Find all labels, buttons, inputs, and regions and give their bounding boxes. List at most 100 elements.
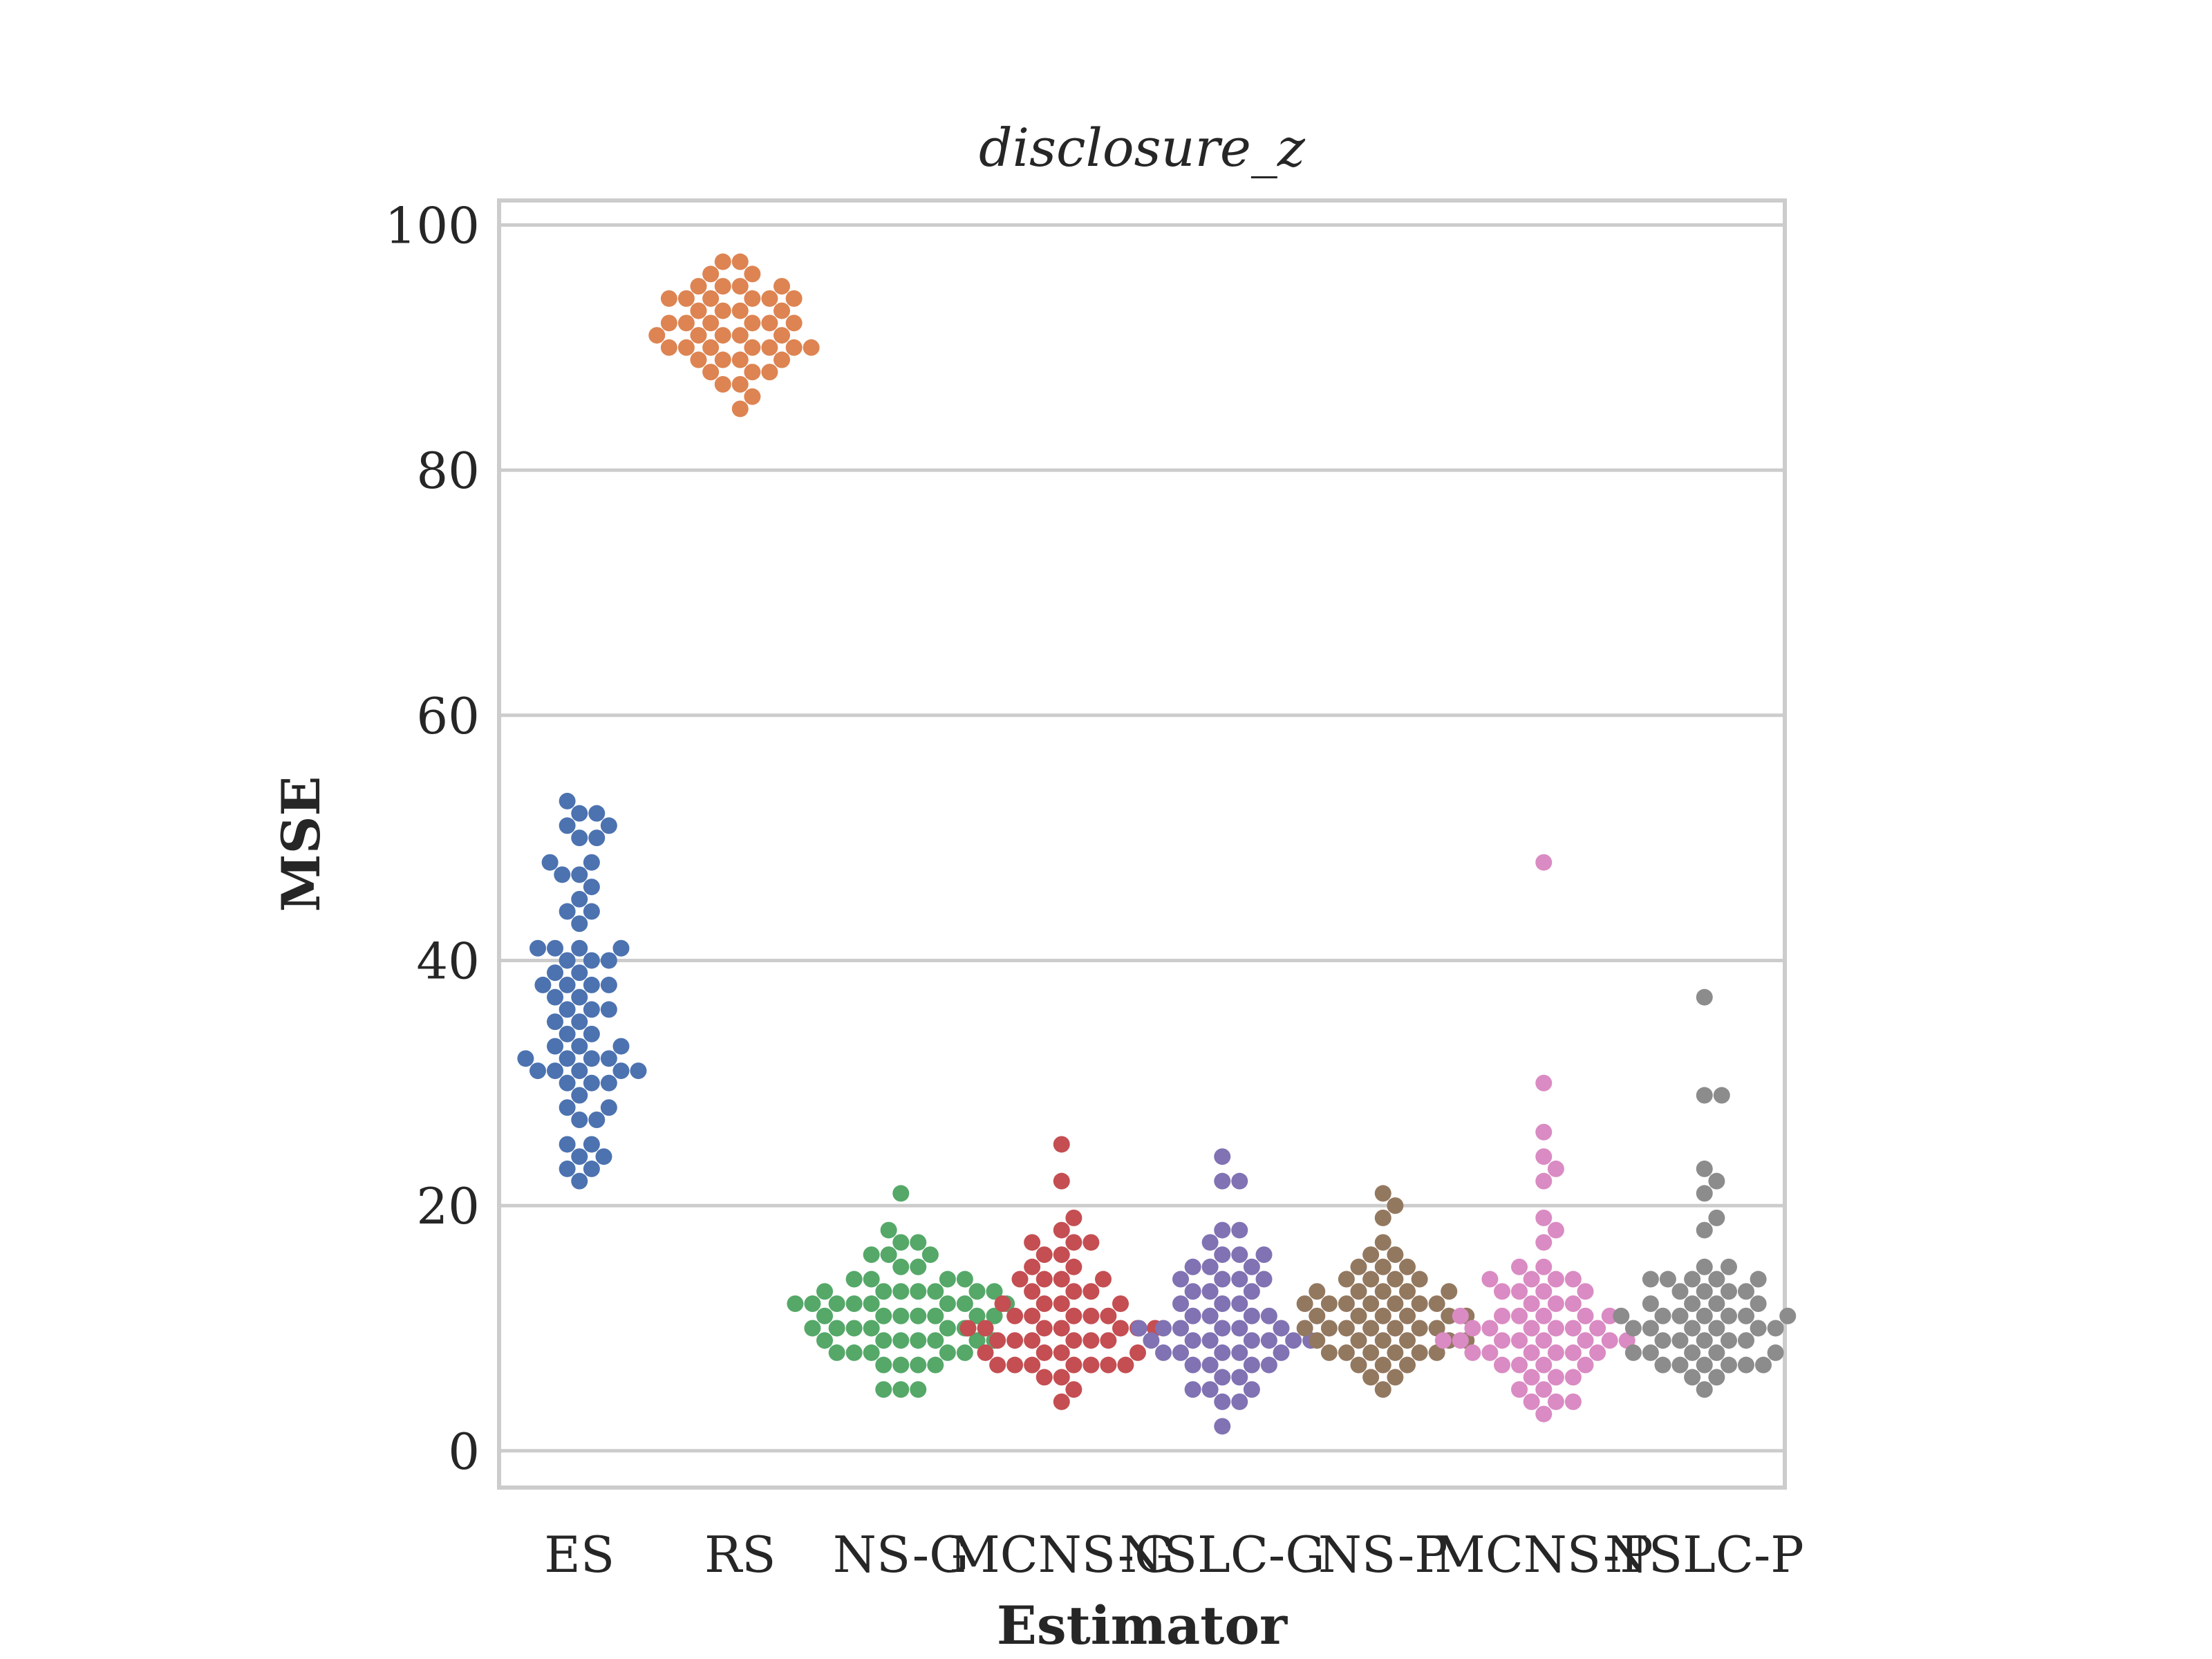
- point-ns-g: [968, 1307, 986, 1324]
- point-ns-p: [1387, 1320, 1404, 1337]
- point-mcns-p: [1564, 1271, 1582, 1288]
- point-ns-p: [1387, 1271, 1404, 1288]
- point-ns-p: [1387, 1246, 1404, 1264]
- point-nslc-p: [1654, 1356, 1671, 1374]
- point-nslc-g: [1214, 1221, 1231, 1239]
- point-ns-g: [892, 1381, 910, 1398]
- point-mcns-g: [1024, 1234, 1041, 1251]
- point-nslc-p: [1684, 1295, 1701, 1312]
- point-nslc-g: [1155, 1320, 1172, 1337]
- point-ns-g: [787, 1295, 804, 1312]
- point-nslc-g: [1214, 1148, 1231, 1165]
- point-nslc-p: [1708, 1172, 1725, 1190]
- point-mcns-p: [1452, 1332, 1469, 1349]
- point-ns-p: [1320, 1295, 1338, 1312]
- point-mcns-p: [1547, 1320, 1564, 1337]
- point-nslc-p: [1737, 1356, 1754, 1374]
- point-mcns-p: [1464, 1320, 1481, 1337]
- point-rs: [773, 327, 790, 344]
- point-nslc-g: [1172, 1295, 1190, 1312]
- point-es: [595, 1148, 612, 1165]
- point-es: [583, 854, 600, 871]
- point-es: [547, 939, 564, 957]
- point-es: [559, 1001, 576, 1018]
- point-mcns-p: [1494, 1332, 1511, 1349]
- point-nslc-p: [1779, 1307, 1797, 1324]
- point-ns-g: [986, 1283, 1003, 1300]
- point-nslc-p: [1671, 1332, 1689, 1349]
- point-mcns-p: [1535, 1381, 1553, 1398]
- point-nslc-p: [1696, 1307, 1713, 1324]
- point-nslc-p: [1696, 1283, 1713, 1300]
- y-tick-label-80: 80: [416, 442, 480, 500]
- point-ns-p: [1411, 1271, 1428, 1288]
- point-nslc-g: [1201, 1381, 1219, 1398]
- point-ns-g: [956, 1344, 973, 1361]
- point-rs: [785, 290, 803, 307]
- point-mcns-g: [1011, 1271, 1029, 1288]
- point-mcns-g: [989, 1332, 1006, 1349]
- point-ns-g: [875, 1283, 892, 1300]
- point-rs: [702, 265, 720, 283]
- point-nslc-g: [1201, 1307, 1219, 1324]
- point-ns-p: [1411, 1320, 1428, 1337]
- x-tick-label-es: ES: [544, 1526, 615, 1584]
- point-mcns-p: [1511, 1381, 1528, 1398]
- swarm-points: [517, 253, 1797, 1435]
- point-mcns-p: [1535, 1356, 1553, 1374]
- point-ns-g: [892, 1356, 910, 1374]
- point-mcns-p: [1535, 1234, 1553, 1251]
- y-tick-label-20: 20: [416, 1177, 480, 1235]
- point-ns-g: [939, 1271, 956, 1288]
- point-nslc-g: [1231, 1295, 1248, 1312]
- point-mcns-p: [1577, 1283, 1594, 1300]
- point-ns-p: [1350, 1258, 1367, 1275]
- point-nslc-g: [1231, 1344, 1248, 1361]
- point-nslc-g: [1214, 1344, 1231, 1361]
- point-ns-g: [892, 1258, 910, 1275]
- point-es: [600, 1050, 617, 1067]
- point-nslc-g: [1243, 1332, 1260, 1349]
- point-nslc-g: [1201, 1283, 1219, 1300]
- point-es: [583, 1074, 600, 1091]
- point-es: [559, 952, 576, 969]
- point-nslc-g: [1231, 1320, 1248, 1337]
- point-es: [547, 988, 564, 1006]
- point-ns-g: [875, 1381, 892, 1398]
- point-mcns-p: [1535, 1332, 1553, 1349]
- plot-frame: [497, 198, 1787, 1490]
- point-es: [517, 1050, 534, 1067]
- point-rs: [785, 339, 803, 356]
- point-rs: [714, 278, 731, 295]
- point-es: [600, 952, 617, 969]
- point-es: [559, 1099, 576, 1116]
- point-es: [600, 1099, 617, 1116]
- point-mcns-g: [977, 1344, 994, 1361]
- point-mcns-g: [1065, 1332, 1082, 1349]
- point-mcns-g: [1082, 1307, 1100, 1324]
- point-es: [547, 1038, 564, 1055]
- point-mcns-g: [1053, 1172, 1070, 1190]
- point-mcns-p: [1511, 1356, 1528, 1374]
- point-nslc-g: [1231, 1271, 1248, 1288]
- point-nslc-g: [1214, 1172, 1231, 1190]
- point-rs: [690, 278, 707, 295]
- point-ns-p: [1374, 1332, 1391, 1349]
- point-nslc-p: [1613, 1307, 1630, 1324]
- point-rs: [702, 364, 720, 381]
- point-ns-p: [1362, 1369, 1380, 1386]
- point-ns-p: [1362, 1295, 1380, 1312]
- point-mcns-g: [959, 1320, 977, 1337]
- point-ns-g: [939, 1295, 956, 1312]
- point-nslc-g: [1201, 1332, 1219, 1349]
- x-axis-label: Estimator: [997, 1595, 1288, 1656]
- point-mcns-g: [1035, 1320, 1053, 1337]
- point-mcns-g: [1053, 1320, 1070, 1337]
- point-nslc-g: [1243, 1381, 1260, 1398]
- point-nslc-g: [1214, 1369, 1231, 1386]
- point-mcns-p: [1494, 1307, 1511, 1324]
- point-ns-p: [1350, 1283, 1367, 1300]
- point-ns-p: [1309, 1332, 1326, 1349]
- point-rs: [677, 339, 695, 356]
- point-es: [559, 1025, 576, 1042]
